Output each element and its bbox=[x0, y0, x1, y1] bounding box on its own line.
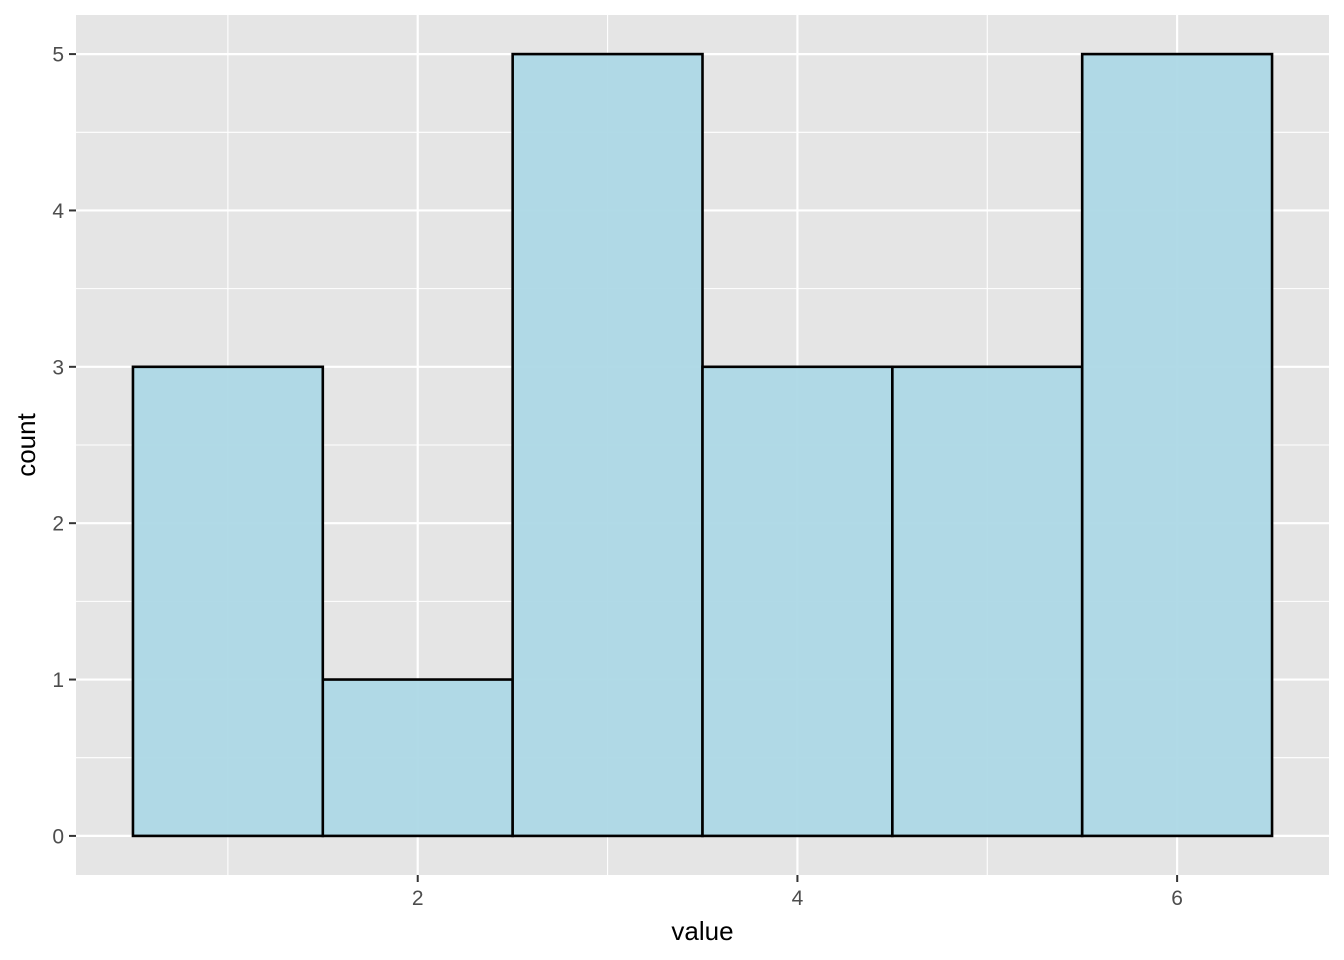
histogram-bar-4 bbox=[701, 365, 894, 838]
x-tick-label: 4 bbox=[792, 887, 804, 910]
histogram-bar-6 bbox=[1080, 52, 1274, 838]
y-axis-title: count bbox=[11, 412, 41, 476]
histogram-bar-5 bbox=[891, 365, 1084, 838]
histogram-bars bbox=[131, 52, 1274, 838]
y-tick-label: 0 bbox=[52, 825, 64, 848]
y-tick-label: 5 bbox=[52, 44, 64, 67]
x-tick-label: 6 bbox=[1171, 887, 1183, 910]
x-axis: 2 4 6 bbox=[412, 875, 1183, 910]
y-tick-label: 4 bbox=[52, 200, 64, 223]
histogram-bar-1 bbox=[131, 365, 325, 838]
x-axis-title: value bbox=[671, 916, 733, 946]
histogram-bar-2 bbox=[321, 678, 514, 838]
x-tick-label: 2 bbox=[412, 887, 424, 910]
y-tick-label: 2 bbox=[52, 513, 64, 536]
y-tick-label: 3 bbox=[52, 356, 64, 379]
y-axis: 0 1 2 3 4 5 bbox=[52, 44, 76, 848]
histogram-bar-3 bbox=[511, 52, 704, 838]
y-tick-label: 1 bbox=[52, 669, 64, 692]
